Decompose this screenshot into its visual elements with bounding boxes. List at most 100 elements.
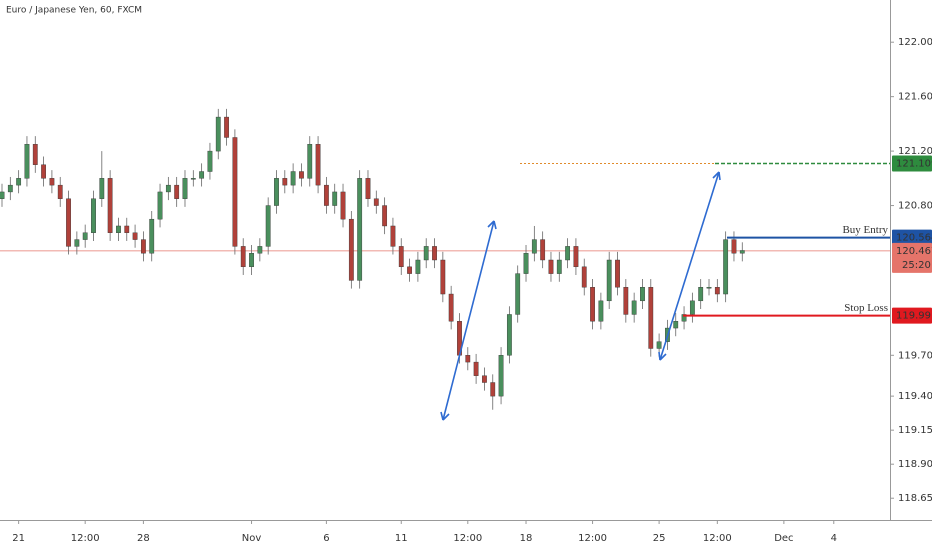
candle-body bbox=[124, 225, 130, 233]
candle-body bbox=[315, 144, 321, 186]
candle-body bbox=[623, 287, 629, 315]
candle-body bbox=[265, 205, 271, 247]
y-tick-label: 121.600 bbox=[898, 92, 932, 103]
candle-body bbox=[207, 150, 213, 172]
candle-body bbox=[590, 287, 595, 322]
y-tick-label: 118.900 bbox=[898, 459, 932, 470]
candle-body bbox=[631, 300, 637, 315]
candle-body bbox=[99, 178, 105, 199]
arrow-head bbox=[658, 351, 667, 361]
y-tick-label: 118.650 bbox=[898, 493, 932, 504]
candle-body bbox=[141, 239, 146, 254]
candle-body bbox=[16, 178, 22, 186]
x-tick-label: 12:00 bbox=[71, 533, 100, 544]
price-label: 120.467 bbox=[896, 246, 932, 257]
candle-body bbox=[249, 252, 254, 268]
candle-body bbox=[66, 198, 71, 247]
x-tick-label: 12:00 bbox=[453, 533, 482, 544]
candle-body bbox=[257, 246, 263, 254]
arrow-head bbox=[712, 171, 721, 181]
candle-body bbox=[581, 266, 587, 288]
candle-body bbox=[323, 184, 329, 206]
candle-body bbox=[82, 232, 88, 240]
candle-body bbox=[515, 273, 521, 315]
candle-body bbox=[390, 225, 396, 247]
y-tick-label: 119.150 bbox=[898, 425, 932, 436]
price-label: 119.991 bbox=[896, 311, 932, 322]
candle-body bbox=[498, 355, 504, 397]
candle-body bbox=[698, 287, 704, 302]
x-tick-label: 28 bbox=[137, 533, 150, 544]
candle-body bbox=[598, 300, 604, 322]
candle-body bbox=[556, 259, 562, 274]
candle-body bbox=[548, 259, 554, 274]
price-label-box bbox=[892, 229, 932, 246]
candle-body bbox=[49, 178, 55, 186]
candle-body bbox=[190, 178, 196, 180]
candle-body bbox=[274, 178, 279, 206]
x-tick-label: 11 bbox=[395, 533, 408, 544]
candle-body bbox=[706, 287, 712, 289]
candle-body bbox=[24, 144, 30, 179]
candle-body bbox=[482, 375, 487, 383]
candle-body bbox=[348, 218, 354, 281]
candle-body bbox=[7, 184, 13, 193]
candle-body bbox=[465, 355, 471, 363]
x-tick-label: 21 bbox=[12, 533, 25, 544]
candle-body bbox=[132, 232, 138, 240]
arrow bbox=[442, 220, 495, 421]
candle-body bbox=[540, 239, 546, 261]
candle-body bbox=[673, 321, 679, 329]
y-tick-label: 119.700 bbox=[898, 350, 932, 361]
y-tick-label: 121.200 bbox=[898, 146, 932, 157]
x-tick-label: 4 bbox=[831, 533, 837, 544]
candle-body bbox=[199, 171, 205, 179]
price-label-box bbox=[892, 155, 932, 172]
candle-body bbox=[282, 178, 288, 186]
candle-body bbox=[615, 259, 620, 288]
candle-body bbox=[224, 116, 229, 138]
price-label-box bbox=[892, 307, 932, 324]
candle-body bbox=[57, 184, 63, 199]
level-name: Stop Loss bbox=[844, 302, 888, 314]
x-tick-label: 6 bbox=[323, 533, 329, 544]
candle-body bbox=[440, 259, 446, 295]
candle-body bbox=[74, 239, 80, 247]
price-label: 121.109 bbox=[896, 158, 932, 169]
candle-body bbox=[473, 361, 479, 376]
candle-body bbox=[656, 341, 662, 349]
candle-body bbox=[91, 198, 96, 233]
chart-title: Euro / Japanese Yen, 60, FXCM bbox=[6, 6, 142, 16]
candle-body bbox=[565, 246, 571, 261]
candle-body bbox=[174, 184, 180, 199]
candle-body bbox=[739, 250, 745, 254]
candle-body bbox=[116, 225, 121, 233]
candle-body bbox=[640, 287, 645, 302]
candle-body bbox=[714, 287, 720, 295]
candle-body bbox=[340, 191, 346, 220]
candle-body bbox=[689, 300, 695, 315]
candle-body bbox=[299, 171, 304, 179]
candle-body bbox=[606, 259, 612, 302]
candle-body bbox=[415, 259, 421, 274]
candle-body bbox=[290, 171, 296, 186]
candle-body bbox=[407, 266, 412, 274]
candle-body bbox=[448, 293, 454, 322]
candle-body bbox=[107, 178, 113, 233]
arrow-head bbox=[487, 220, 497, 230]
x-tick-label: Nov bbox=[242, 533, 262, 544]
candle-body bbox=[723, 239, 729, 295]
candle-body bbox=[0, 191, 5, 199]
x-tick-label: 25 bbox=[653, 533, 666, 544]
candle-body bbox=[41, 164, 46, 179]
candle-body bbox=[157, 191, 163, 220]
y-tick-label: 119.400 bbox=[898, 391, 932, 402]
candle-body bbox=[149, 218, 155, 254]
candle-body bbox=[373, 198, 379, 206]
candle-body bbox=[382, 205, 388, 227]
trend-arrows bbox=[440, 171, 721, 421]
candle-body bbox=[307, 144, 313, 179]
candle-body bbox=[232, 137, 238, 247]
